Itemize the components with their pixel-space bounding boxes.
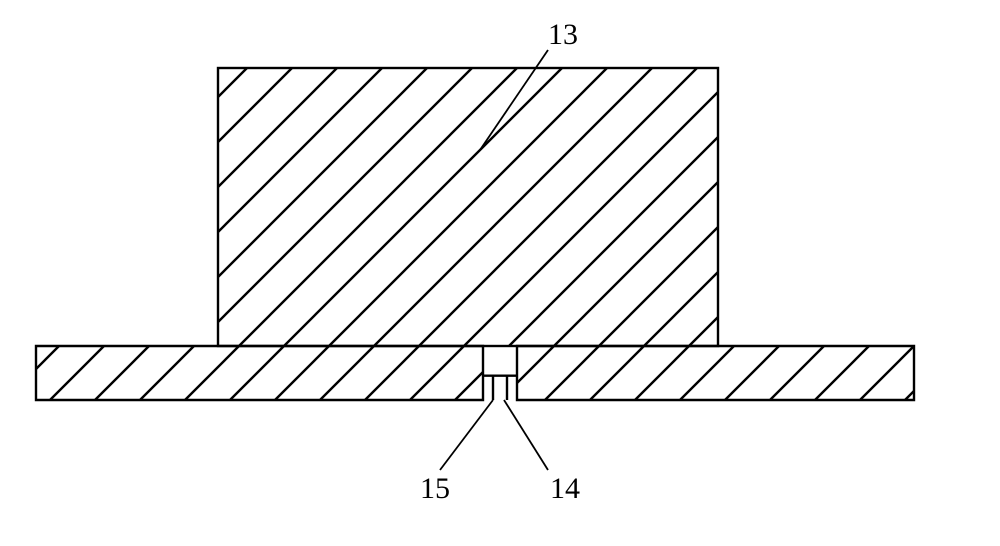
label-15: 15 — [420, 472, 450, 505]
leader-line-14 — [504, 400, 548, 470]
label-14: 14 — [550, 472, 580, 505]
lower-slab — [36, 346, 914, 400]
upper-block — [218, 68, 718, 346]
leader-line-15 — [440, 400, 493, 470]
recess-detail — [483, 376, 517, 400]
label-13: 13 — [548, 18, 578, 51]
